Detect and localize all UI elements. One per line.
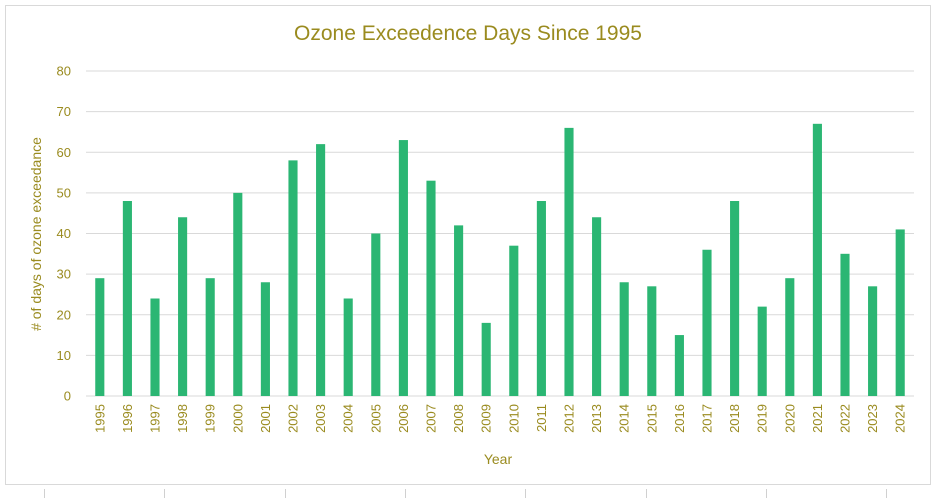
y-tick-label: 70 <box>57 104 71 119</box>
x-tick-label: 2023 <box>865 404 880 433</box>
x-tick-label: 1998 <box>175 404 190 433</box>
x-tick-label: 2024 <box>893 404 908 433</box>
bar-2002 <box>288 160 298 396</box>
bar-2013 <box>592 217 602 396</box>
bar-1995 <box>95 278 105 396</box>
bar-2024 <box>895 229 905 396</box>
bar-1998 <box>178 217 188 396</box>
bar-2012 <box>564 127 574 396</box>
y-tick-label: 60 <box>57 145 71 160</box>
bar-2004 <box>343 298 353 396</box>
x-tick-label: 2002 <box>286 404 301 433</box>
x-axis-label: Year <box>484 451 513 467</box>
bar-2014 <box>619 282 629 396</box>
bar-2023 <box>868 286 878 396</box>
bar-2001 <box>260 282 270 396</box>
bar-2008 <box>454 225 464 396</box>
x-tick-label: 2000 <box>230 404 245 433</box>
x-tick-label: 2022 <box>838 404 853 433</box>
x-tick-label: 2004 <box>341 404 356 433</box>
bar-2000 <box>233 192 243 396</box>
x-tick-label: 2007 <box>424 404 439 433</box>
x-tick-label: 2013 <box>589 404 604 433</box>
y-tick-label: 40 <box>57 226 71 241</box>
x-tick-label: 2005 <box>368 404 383 433</box>
x-tick-label: 2008 <box>451 404 466 433</box>
x-tick-label: 2010 <box>506 404 521 433</box>
bars <box>95 123 905 396</box>
bar-2020 <box>785 278 795 396</box>
sheet-column-markers <box>0 489 936 498</box>
bar-1999 <box>205 278 215 396</box>
y-tick-label: 30 <box>57 267 71 282</box>
x-tick-label: 2011 <box>534 404 549 432</box>
gridlines <box>86 70 914 397</box>
bar-2011 <box>536 201 546 396</box>
bar-1997 <box>150 298 160 396</box>
x-tick-label: 2015 <box>644 404 659 433</box>
x-tick-label: 2016 <box>672 404 687 433</box>
x-tick-label: 1997 <box>148 404 163 433</box>
x-tick-label: 1996 <box>120 404 135 433</box>
bar-2005 <box>371 233 381 396</box>
bar-2015 <box>647 286 657 396</box>
bar-2006 <box>398 140 408 396</box>
x-axis-ticks: 1995 1996 1997 1998 1999 2000 2001 2002 2003 2004… <box>92 404 907 433</box>
chart-frame <box>5 5 931 485</box>
bar-2007 <box>426 180 436 396</box>
x-tick-label: 2009 <box>479 404 494 433</box>
bar-2010 <box>509 245 519 396</box>
x-tick-label: 2019 <box>755 404 770 433</box>
y-axis-ticks: 0 10 20 30 40 50 60 70 80 <box>57 64 71 404</box>
chart-title: Ozone Exceedence Days Since 1995 <box>294 22 642 45</box>
bar-2022 <box>840 253 850 396</box>
x-tick-label: 2003 <box>313 404 328 433</box>
y-tick-label: 20 <box>57 307 71 322</box>
bar-2009 <box>481 322 491 396</box>
bar-1996 <box>122 201 132 396</box>
y-tick-label: 10 <box>57 348 71 363</box>
x-tick-label: 2014 <box>617 404 632 433</box>
x-tick-label: 1995 <box>92 404 107 433</box>
x-tick-label: 2018 <box>727 404 742 433</box>
bar-2018 <box>730 201 740 396</box>
y-tick-label: 80 <box>57 64 71 79</box>
x-tick-label: 2012 <box>562 404 577 433</box>
x-tick-label: 2006 <box>396 404 411 433</box>
y-axis-label: # of days of ozone exceedance <box>28 137 44 331</box>
x-tick-label: 2020 <box>782 404 797 433</box>
y-tick-label: 50 <box>57 185 71 200</box>
y-tick-label: 0 <box>64 389 71 404</box>
x-tick-label: 2017 <box>700 404 715 433</box>
bar-2019 <box>757 306 767 396</box>
x-tick-label: 1999 <box>203 404 218 433</box>
bar-2017 <box>702 249 712 396</box>
bar-2021 <box>812 123 822 396</box>
x-tick-label: 2001 <box>258 404 273 433</box>
bar-2016 <box>674 335 684 396</box>
bar-2003 <box>316 144 326 396</box>
x-tick-label: 2021 <box>810 404 825 433</box>
